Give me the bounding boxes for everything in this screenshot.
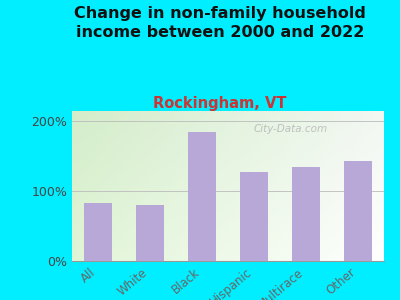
- Bar: [188, 132, 216, 261]
- Bar: [84, 203, 112, 261]
- Bar: [136, 205, 164, 261]
- Bar: [240, 172, 268, 261]
- Bar: [344, 161, 372, 261]
- Bar: [292, 167, 320, 261]
- Text: Rockingham, VT: Rockingham, VT: [153, 96, 287, 111]
- Text: City-Data.com: City-Data.com: [253, 124, 328, 134]
- Text: Change in non-family household
income between 2000 and 2022: Change in non-family household income be…: [74, 6, 366, 40]
